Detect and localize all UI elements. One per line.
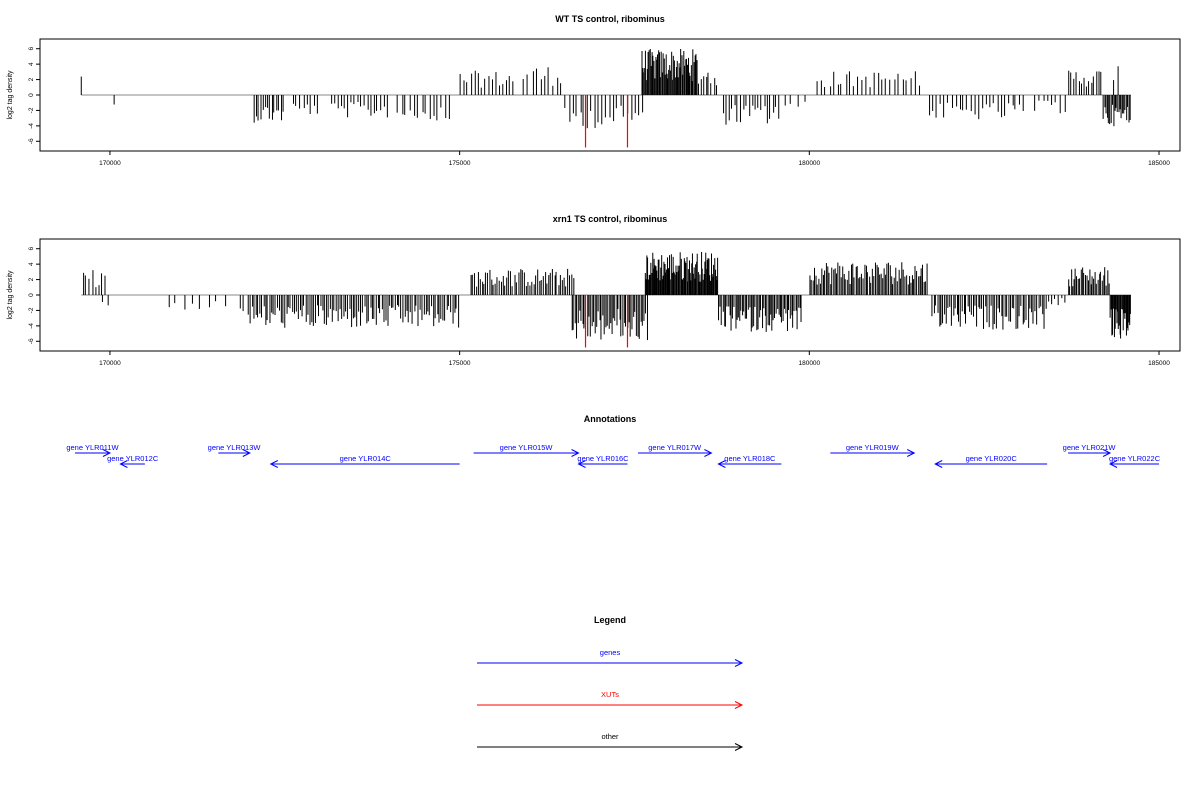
legend-label: genes bbox=[600, 648, 621, 657]
gene-label: gene YLR019W bbox=[846, 443, 900, 452]
gene-label: gene YLR013W bbox=[208, 443, 262, 452]
legend-arrowhead bbox=[734, 659, 744, 667]
wt-y-tick-label: 0 bbox=[28, 93, 35, 97]
gene-arrowhead bbox=[1108, 460, 1118, 468]
wt-y-tick-label: -4 bbox=[28, 123, 35, 129]
xrn1-y-tick-label: 6 bbox=[28, 247, 35, 251]
xrn1-y-tick-label: -6 bbox=[28, 338, 35, 344]
wt-x-tick-label: 180000 bbox=[798, 160, 820, 167]
wt-y-tick-label: 4 bbox=[28, 62, 35, 66]
wt-x-tick-label: 170000 bbox=[99, 160, 121, 167]
xrn1-y-tick-label: -2 bbox=[28, 307, 35, 313]
gene-arrowhead bbox=[704, 449, 713, 457]
gene-label: gene YLR011W bbox=[66, 443, 119, 452]
gene-label: gene YLR016C bbox=[577, 454, 629, 463]
wt-y-tick-label: 6 bbox=[28, 47, 35, 51]
gene-label: gene YLR014C bbox=[340, 454, 392, 463]
xrn1-x-tick-label: 175000 bbox=[449, 360, 471, 367]
xrn1-y-axis-label: log2 tag density bbox=[7, 270, 14, 320]
legend-label: XUTs bbox=[601, 690, 619, 699]
gene-arrowhead bbox=[571, 449, 580, 457]
wt-panel-title: WT TS control, ribominus bbox=[555, 14, 665, 24]
gene-arrowhead bbox=[119, 460, 128, 468]
xrn1-y-tick-label: -4 bbox=[28, 323, 35, 329]
legend-arrowhead bbox=[734, 701, 744, 709]
gene-label: gene YLR012C bbox=[107, 454, 159, 463]
gene-arrowhead bbox=[102, 449, 112, 457]
wt-y-tick-label: -2 bbox=[28, 107, 35, 113]
gene-arrowhead bbox=[717, 460, 726, 468]
gene-label: gene YLR018C bbox=[724, 454, 776, 463]
legend-arrowhead bbox=[734, 743, 744, 751]
gene-label: gene YLR020C bbox=[966, 454, 1018, 463]
legend: Legend genes XUTs other bbox=[477, 615, 744, 751]
annotations-track: Annotations gene YLR011W gene YLR012C gene… bbox=[66, 414, 1161, 468]
wt-y-axis-label: log2 tag density bbox=[7, 70, 14, 120]
gene-arrowhead bbox=[907, 449, 916, 457]
gene-arrowhead bbox=[577, 460, 586, 468]
gene-label: gene YLR021W bbox=[1063, 443, 1117, 452]
wt-y-tick-label: -6 bbox=[28, 138, 35, 144]
wt-x-tick-label: 185000 bbox=[1148, 160, 1170, 167]
gene-arrowhead bbox=[1102, 449, 1112, 457]
xrn1-panel-title: xrn1 TS control, ribominus bbox=[553, 214, 668, 224]
gene-arrowhead bbox=[242, 449, 251, 457]
xrn1-x-tick-label: 180000 bbox=[798, 360, 820, 367]
gene-label: gene YLR015W bbox=[500, 443, 554, 452]
gene-label: gene YLR022C bbox=[1109, 454, 1161, 463]
gene-arrowhead bbox=[269, 460, 279, 468]
legend-title: Legend bbox=[594, 615, 626, 625]
gene-label: gene YLR017W bbox=[648, 443, 702, 452]
annotations-title: Annotations bbox=[584, 414, 637, 424]
xrn1-y-tick-label: 2 bbox=[28, 277, 35, 281]
legend-label: other bbox=[601, 732, 619, 741]
wt-y-tick-label: 2 bbox=[28, 77, 35, 81]
gene-arrowhead bbox=[934, 460, 943, 468]
xrn1-x-tick-label: 185000 bbox=[1148, 360, 1170, 367]
xrn1-density-panel: xrn1 TS control, ribominus log2 tag dens… bbox=[7, 214, 1181, 367]
xrn1-y-tick-label: 0 bbox=[28, 293, 35, 297]
xrn1-y-tick-label: 4 bbox=[28, 262, 35, 266]
xrn1-x-tick-label: 170000 bbox=[99, 360, 121, 367]
wt-density-panel: WT TS control, ribominus log2 tag densit… bbox=[7, 14, 1181, 167]
wt-x-tick-label: 175000 bbox=[449, 160, 471, 167]
